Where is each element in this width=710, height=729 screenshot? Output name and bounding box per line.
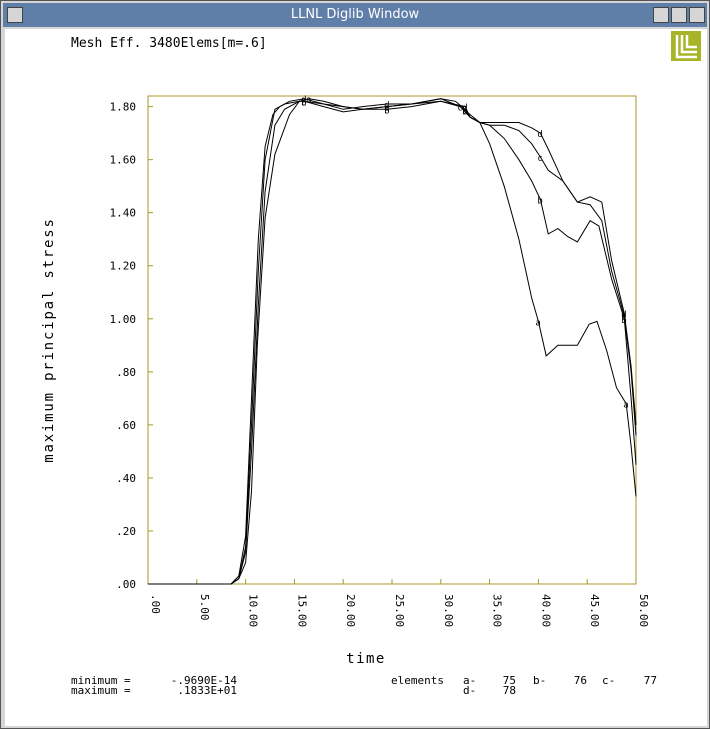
x-tick-label: 10.00	[247, 594, 260, 627]
window-title: LLNL Diglib Window	[290, 7, 420, 22]
x-tick-label: 20.00	[344, 594, 357, 627]
y-tick-label: .40	[116, 472, 136, 485]
minimum-label: minimum =	[71, 674, 131, 687]
series-line-b	[148, 100, 637, 585]
series-line-a	[148, 98, 637, 585]
legend-key-c: c-	[602, 674, 615, 687]
x-tick-label: 30.00	[442, 594, 455, 627]
x-tick-label: 50.00	[637, 594, 650, 627]
y-tick-label: .20	[116, 525, 136, 538]
minimize-button[interactable]	[653, 7, 669, 23]
legend-key-a: a-	[463, 674, 476, 687]
legend-key-b: b-	[533, 674, 546, 687]
y-tick-label: 1.40	[110, 207, 137, 220]
maximum-value: .1833E+01	[177, 684, 237, 697]
series-marker-a: a	[623, 401, 628, 411]
llnl-logo	[671, 31, 701, 61]
x-tick-label: 15.00	[295, 594, 308, 627]
y-axis: .00 .20 .40 .60 .80 1.00 1.20 1.40 1.60 1.80	[110, 101, 153, 591]
x-tick-label: 25.00	[393, 594, 406, 627]
legend-value-b: 76	[574, 674, 587, 687]
series-marker-b: b	[301, 98, 306, 108]
series-marker-c: c	[301, 98, 306, 108]
legend-value-d: 78	[503, 684, 516, 697]
series-marker-b: b	[537, 196, 542, 206]
series-marker-d: d	[621, 310, 626, 320]
y-axis-label: maximum principal stress	[41, 217, 57, 463]
window-menu-button[interactable]	[7, 7, 23, 23]
y-tick-label: .80	[116, 366, 136, 379]
chart-title: Mesh Eff. 3480Elems[m=.6]	[71, 36, 267, 51]
series-marker-c: c	[457, 104, 462, 114]
y-tick-label: 1.20	[110, 260, 137, 273]
series-line-c	[148, 98, 637, 585]
series-marker-c: c	[384, 104, 389, 114]
y-tick-label: .60	[116, 419, 136, 432]
series-marker-d: d	[301, 96, 306, 106]
series-marker-d: d	[384, 101, 389, 111]
line-chart: Mesh Eff. 3480Elems[m=.6] .00 .20 .40 .60 .8…	[41, 31, 701, 697]
title-bar[interactable]: LLNL Diglib Window	[3, 3, 707, 27]
series-marker-a: a	[306, 96, 311, 106]
y-tick-label: 1.00	[110, 313, 137, 326]
legend-key-d: d-	[463, 684, 476, 697]
x-tick-label: .00	[149, 594, 162, 614]
series-marker-a: a	[384, 104, 389, 114]
minimum-value: -.9690E-14	[171, 674, 238, 687]
y-tick-label: 1.60	[110, 154, 137, 167]
x-tick-label: 45.00	[588, 594, 601, 627]
maximize-button[interactable]	[671, 7, 687, 23]
y-tick-label: 1.80	[110, 101, 137, 114]
series-marker-b: b	[462, 108, 467, 118]
elements-label: elements	[391, 674, 444, 687]
legend-value-a: 75	[503, 674, 516, 687]
plot-frame	[147, 95, 637, 585]
series-marker-d: d	[537, 130, 542, 140]
x-tick-label: 40.00	[539, 594, 552, 627]
series-marker-c: c	[621, 313, 626, 323]
series-marker-d: d	[462, 104, 467, 114]
maximum-label: maximum =	[71, 684, 131, 697]
x-axis-label: time	[346, 651, 386, 667]
y-tick-label: .00	[116, 578, 136, 591]
series-line-d	[148, 98, 637, 585]
series-marker-b: b	[384, 106, 389, 116]
close-button[interactable]	[689, 7, 705, 23]
series-marker-b: b	[621, 316, 626, 326]
series-marker-c: c	[537, 154, 542, 164]
elements-legend: elements a- 75 b- 76 c- 77 d- 78	[391, 674, 657, 697]
x-tick-label: 5.00	[198, 594, 211, 621]
legend-value-c: 77	[644, 674, 657, 687]
series-marker-a: a	[535, 318, 540, 328]
stats-block: minimum = -.9690E-14 maximum = .1833E+01	[71, 674, 237, 697]
x-axis: .00 5.00 10.00 15.00 20.00 25.00 30.00 35.00 40.…	[147, 579, 650, 627]
x-tick-label: 35.00	[491, 594, 504, 627]
plot-canvas: Mesh Eff. 3480Elems[m=.6] .00 .20 .40 .60 .8…	[5, 29, 707, 726]
